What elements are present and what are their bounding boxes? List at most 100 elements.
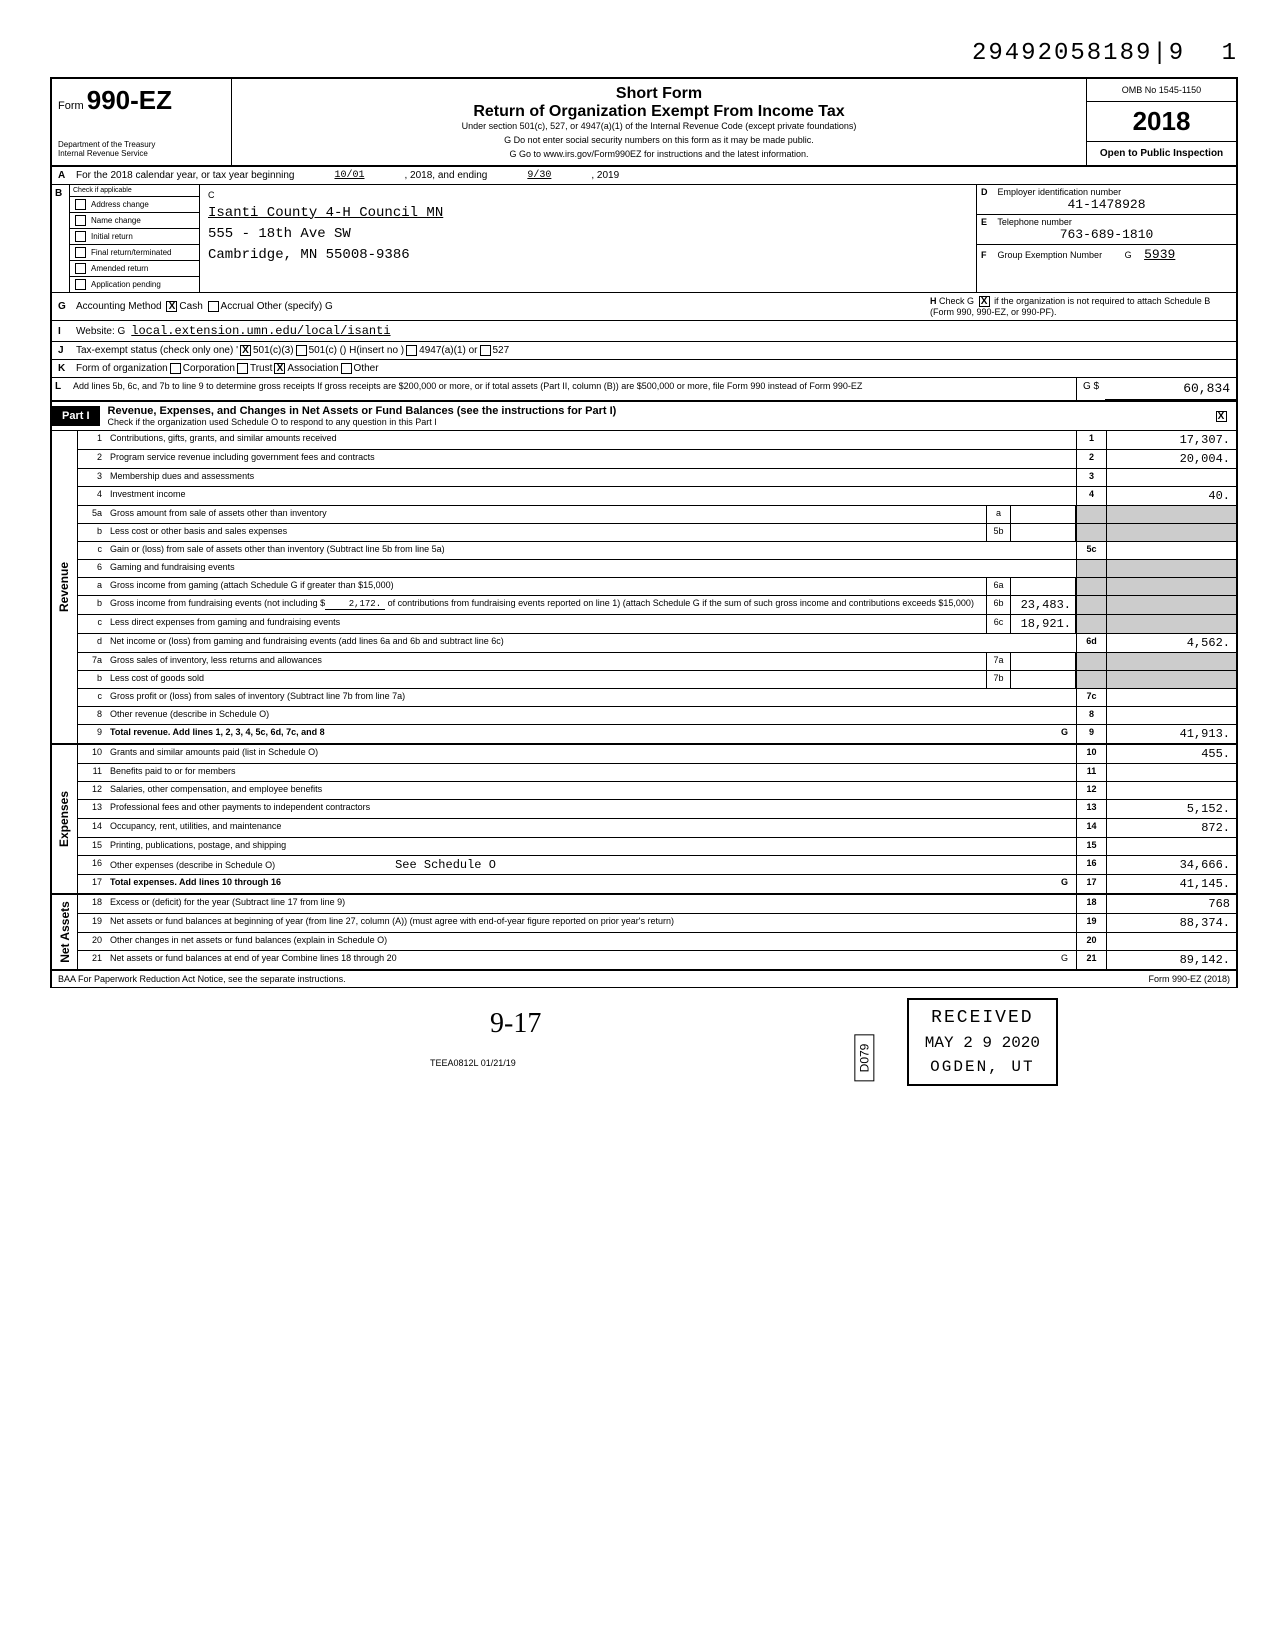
l-amount-cell: G $ 60,834	[1076, 378, 1236, 400]
check-if-applicable: Check if applicable Address change Name …	[70, 185, 200, 292]
form-ref: Form 990-EZ (2018)	[1148, 974, 1230, 984]
row-number: 9	[78, 725, 106, 743]
row-number: 13	[78, 800, 106, 818]
check-application-pending[interactable]: Application pending	[70, 277, 199, 292]
checkbox-association[interactable]	[274, 363, 285, 374]
checkbox-icon[interactable]	[75, 215, 86, 226]
num-col: 10	[1076, 745, 1106, 763]
checkbox-icon[interactable]	[75, 199, 86, 210]
sub-value	[1011, 506, 1075, 523]
table-row: 17Total expenses. Add lines 10 through 1…	[78, 875, 1236, 893]
sub-label: 6a	[987, 578, 1011, 595]
dept-line2: Internal Revenue Service	[58, 150, 225, 159]
num-col: 21	[1076, 951, 1106, 969]
org-address-1: 555 - 18th Ave SW	[208, 224, 968, 245]
checkbox-501c[interactable]	[296, 345, 307, 356]
cell-d-ein: D Employer identification number 41-1478…	[977, 185, 1236, 215]
revenue-grid: Revenue 1Contributions, gifts, grants, a…	[50, 431, 1238, 745]
checkbox-trust[interactable]	[237, 363, 248, 374]
row-description: Benefits paid to or for members	[106, 764, 1076, 781]
row-number: b	[78, 596, 106, 614]
num-col: 5c	[1076, 542, 1106, 559]
check-label: Name change	[91, 216, 141, 225]
omb-number: OMB No 1545-1150	[1087, 79, 1236, 102]
num-col: 7c	[1076, 689, 1106, 706]
num-col: 16	[1076, 856, 1106, 874]
checkbox-4947[interactable]	[406, 345, 417, 356]
checkbox-icon[interactable]	[75, 231, 86, 242]
g-text: Accounting Method	[76, 301, 162, 312]
checkbox-schedule-b[interactable]	[979, 296, 990, 307]
row-number: 12	[78, 782, 106, 799]
line-j-tax-exempt: J Tax-exempt status (check only one) ' 5…	[50, 342, 1238, 360]
received-location: OGDEN, UT	[925, 1058, 1040, 1076]
checkbox-corporation[interactable]	[170, 363, 181, 374]
note-ssn: G Do not enter social security numbers o…	[242, 135, 1076, 145]
check-label: Initial return	[91, 232, 133, 241]
row-description: Contributions, gifts, grants, and simila…	[106, 431, 1076, 449]
sub-value	[1011, 653, 1075, 670]
row-number: c	[78, 689, 106, 706]
check-amended[interactable]: Amended return	[70, 261, 199, 277]
checkbox-icon[interactable]	[75, 263, 86, 274]
netassets-grid: Net Assets 18Excess or (deficit) for the…	[50, 895, 1238, 971]
checkbox-schedule-o[interactable]	[1216, 411, 1227, 422]
check-label: Address change	[91, 200, 149, 209]
amt-col: 40.	[1106, 487, 1236, 505]
expenses-label: Expenses	[58, 791, 72, 847]
table-row: 21Net assets or fund balances at end of …	[78, 951, 1236, 969]
checkbox-cash[interactable]	[166, 301, 177, 312]
amt-col	[1106, 596, 1236, 614]
inline-amount: 2,172.	[325, 599, 385, 610]
check-name-change[interactable]: Name change	[70, 213, 199, 229]
table-row: 11Benefits paid to or for members11	[78, 764, 1236, 782]
phone-value: 763-689-1810	[981, 227, 1232, 242]
revenue-side-label: Revenue	[52, 431, 78, 743]
netassets-side-label: Net Assets	[52, 895, 78, 969]
checkbox-icon[interactable]	[75, 279, 86, 290]
table-row: 15Printing, publications, postage, and s…	[78, 838, 1236, 856]
corp-label: Corporation	[183, 363, 235, 374]
row-number: 15	[78, 838, 106, 855]
table-row: 13Professional fees and other payments t…	[78, 800, 1236, 819]
row-number: 3	[78, 469, 106, 486]
na-rows: 18Excess or (deficit) for the year (Subt…	[78, 895, 1236, 969]
table-row: bGross income from fundraising events (n…	[78, 596, 1236, 615]
i-label: I	[58, 326, 76, 337]
row-description: Investment income	[106, 487, 1076, 505]
sub-label: 6c	[987, 615, 1011, 633]
form-header: Form 990-EZ Department of the Treasury I…	[50, 77, 1238, 167]
check-address-change[interactable]: Address change	[70, 197, 199, 213]
l-gs: G $	[1077, 378, 1105, 400]
extra-note: See Schedule O	[395, 858, 496, 872]
num-col: 6d	[1076, 634, 1106, 652]
row-description: Less cost or other basis and sales expen…	[106, 524, 986, 541]
row-number: 16	[78, 856, 106, 874]
check-initial-return[interactable]: Initial return	[70, 229, 199, 245]
received-date: MAY 2 9 2020	[925, 1034, 1040, 1052]
line-i-website: I Website: G local.extension.umn.edu/loc…	[50, 321, 1238, 342]
expenses-side-label: Expenses	[52, 745, 78, 893]
sub-column: a	[986, 506, 1076, 523]
row-description: Net assets or fund balances at beginning…	[106, 914, 1076, 932]
check-final-return[interactable]: Final return/terminated	[70, 245, 199, 261]
row-number: d	[78, 634, 106, 652]
line-l-gross-receipts: L Add lines 5b, 6c, and 7b to line 9 to …	[50, 378, 1238, 402]
row-description: Gross sales of inventory, less returns a…	[106, 653, 986, 670]
row-description: Occupancy, rent, utilities, and maintena…	[106, 819, 1076, 837]
checkbox-527[interactable]	[480, 345, 491, 356]
row-number: 8	[78, 707, 106, 724]
checkbox-501c3[interactable]	[240, 345, 251, 356]
checkbox-accrual[interactable]	[208, 301, 219, 312]
line-k-form-org: K Form of organization Corporation Trust…	[50, 360, 1238, 378]
amt-col: 455.	[1106, 745, 1236, 763]
checkbox-icon[interactable]	[75, 247, 86, 258]
line-a: A For the 2018 calendar year, or tax yea…	[50, 167, 1238, 185]
checkbox-other[interactable]	[341, 363, 352, 374]
header-center: Short Form Return of Organization Exempt…	[232, 79, 1086, 165]
amt-col	[1106, 578, 1236, 595]
amt-col: 17,307.	[1106, 431, 1236, 449]
table-row: 8Other revenue (describe in Schedule O)8	[78, 707, 1236, 725]
amt-col	[1106, 689, 1236, 706]
row-number: c	[78, 615, 106, 633]
